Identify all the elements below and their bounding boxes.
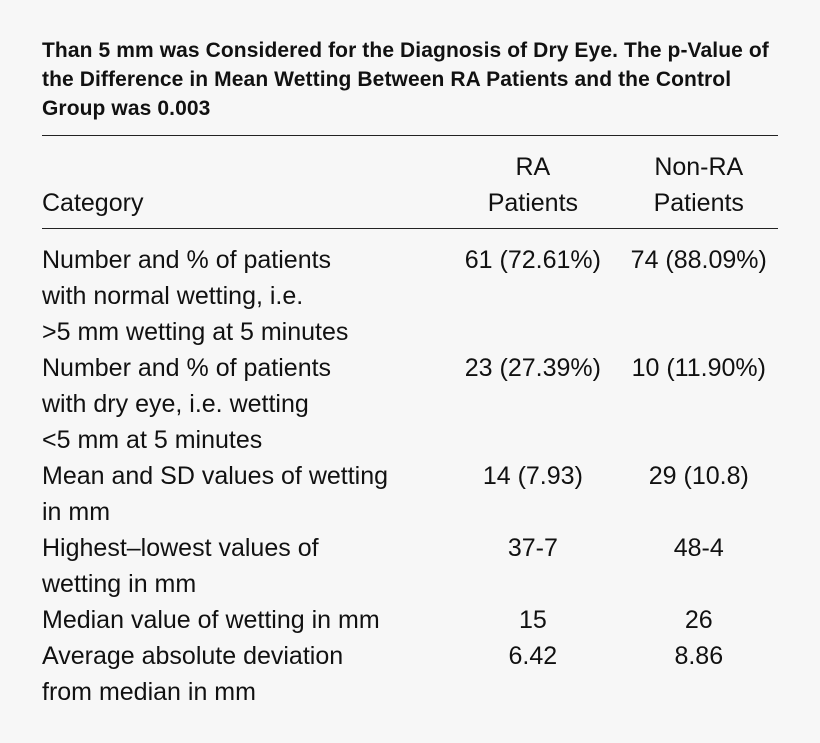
table-row: Number and % of patients with dry eye, i.…: [42, 350, 778, 458]
ra-patients-cell: 15: [518, 606, 547, 634]
nonra-patients-cell: 48-4: [673, 534, 724, 562]
category-cell: Highest–lowest values of wetting in mm: [42, 530, 446, 602]
table-caption: Than 5 mm was Considered for the Diagnos…: [42, 39, 769, 120]
ra-patients-cell: 14 (7.93): [482, 462, 583, 490]
header-row: Category RA Patients Non-RA Patients: [42, 145, 778, 221]
category-line: Average absolute deviation: [42, 642, 344, 670]
ra-patients-cell: 23 (27.39%): [464, 354, 601, 382]
category-line: from median in mm: [42, 678, 256, 706]
header-category-label: Category: [42, 189, 144, 217]
category-line: <5 mm at 5 minutes: [42, 426, 263, 454]
header-nonra-line1: Non-RA: [654, 153, 744, 181]
table-row: Average absolute deviation from median in…: [42, 638, 778, 710]
header-category: Category: [42, 145, 446, 221]
table-row: Median value of wetting in mm 15 26: [42, 602, 778, 638]
top-rule: [42, 135, 778, 136]
table-row: Mean and SD values of wetting in mm 14 (7.…: [42, 458, 778, 530]
header-ra-line2: Patients: [487, 189, 579, 217]
header-ra-patients: RA Patients: [446, 145, 619, 221]
nonra-patients-cell: 26: [684, 606, 713, 634]
header-nonra-patients: Non-RA Patients: [620, 145, 778, 221]
header-rule: [42, 228, 778, 229]
category-line: Number and % of patients: [42, 246, 332, 274]
header-nonra-line2: Patients: [653, 189, 744, 217]
category-line: >5 mm wetting at 5 minutes: [42, 318, 349, 346]
table-row: Number and % of patients with normal wett…: [42, 221, 778, 350]
header-ra-line1: RA: [515, 153, 551, 181]
category-cell: Number and % of patients with dry eye, i.…: [42, 350, 446, 458]
category-line: wetting in mm: [42, 570, 197, 598]
category-line: Number and % of patients: [42, 354, 332, 382]
category-line: with dry eye, i.e. wetting: [42, 390, 309, 418]
table-row: Highest–lowest values of wetting in mm 37-…: [42, 530, 778, 602]
ra-patients-cell: 6.42: [508, 642, 558, 670]
category-cell: Mean and SD values of wetting in mm: [42, 458, 446, 530]
nonra-patients-cell: 29 (10.8): [648, 462, 749, 490]
nonra-patients-cell: 74 (88.09%): [630, 246, 767, 274]
ra-patients-cell: 61 (72.61%): [464, 246, 601, 274]
nonra-patients-cell: 10 (11.90%): [631, 354, 766, 382]
category-line: in mm: [42, 498, 111, 526]
category-line: Highest–lowest values of: [42, 534, 319, 562]
category-line: Mean and SD values of wetting: [42, 462, 389, 490]
table-body: Number and % of patients with normal wett…: [42, 221, 778, 710]
category-line: Median value of wetting in mm: [42, 606, 380, 634]
nonra-patients-cell: 8.86: [674, 642, 724, 670]
category-cell: Number and % of patients with normal wett…: [42, 221, 446, 350]
category-line: with normal wetting, i.e.: [42, 282, 304, 310]
category-cell: Median value of wetting in mm: [42, 602, 446, 638]
ra-patients-cell: 37-7: [507, 534, 558, 562]
category-cell: Average absolute deviation from median in…: [42, 638, 446, 710]
wetting-table: Category RA Patients Non-RA Patients Num…: [42, 145, 778, 710]
